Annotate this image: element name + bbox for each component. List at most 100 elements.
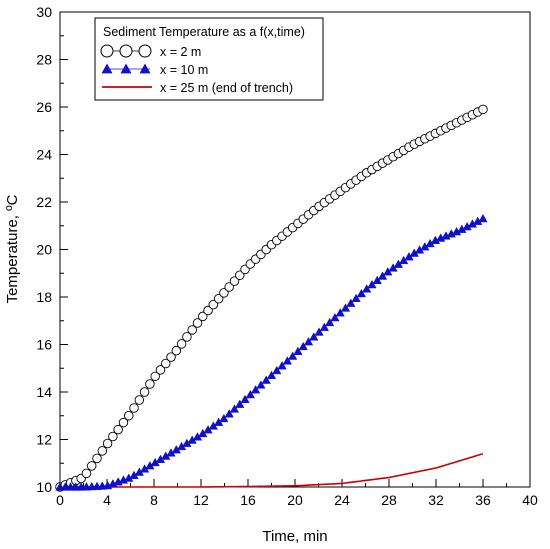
y-tick-label: 20 xyxy=(36,242,52,258)
y-tick-label: 28 xyxy=(36,52,52,68)
data-point xyxy=(346,298,356,307)
data-point xyxy=(303,336,314,346)
x-tick-label: 16 xyxy=(240,492,256,508)
data-point xyxy=(187,325,197,335)
series-x-10-m xyxy=(55,213,488,491)
legend-label: x = 2 m xyxy=(160,45,201,59)
data-point xyxy=(171,345,182,356)
x-axis-title: Time, min xyxy=(262,528,327,545)
data-point xyxy=(129,403,139,413)
data-point xyxy=(309,332,319,341)
x-tick-label: 8 xyxy=(150,492,158,508)
data-point xyxy=(266,370,277,379)
y-tick-label: 24 xyxy=(36,147,52,163)
y-axis-title: Temperature, ºC xyxy=(4,194,21,303)
data-point xyxy=(198,311,208,322)
data-point xyxy=(272,365,282,375)
series-layer xyxy=(55,104,488,492)
y-tick-label: 14 xyxy=(36,384,52,400)
data-point xyxy=(208,299,219,310)
legend: Sediment Temperature as a f(x,time) x = … xyxy=(94,17,324,101)
x-tick-label: 40 xyxy=(522,492,538,508)
data-point xyxy=(155,365,166,375)
x-tick-label: 4 xyxy=(103,492,111,508)
data-point xyxy=(145,379,155,389)
data-point xyxy=(113,424,123,435)
data-point xyxy=(293,346,303,355)
legend-marker xyxy=(100,44,114,58)
y-tick-label: 18 xyxy=(36,289,52,305)
data-point xyxy=(81,468,92,479)
legend-marker xyxy=(101,63,113,74)
y-tick-label: 10 xyxy=(36,479,52,495)
data-point xyxy=(118,417,129,428)
legend-label: x = 10 m xyxy=(160,63,208,77)
data-point xyxy=(176,339,187,349)
data-point xyxy=(362,284,372,293)
legend-marker xyxy=(139,63,151,74)
data-point xyxy=(356,288,367,298)
y-tick-label: 22 xyxy=(36,194,52,210)
data-point xyxy=(235,399,245,408)
data-point xyxy=(367,279,377,289)
data-point xyxy=(86,461,97,471)
legend-entry: x = 25 m (end of trench) xyxy=(102,81,293,95)
data-point xyxy=(288,351,298,360)
data-point xyxy=(335,308,345,317)
series-line xyxy=(60,452,484,488)
data-point xyxy=(245,389,255,399)
data-point xyxy=(192,318,203,328)
series-x-2-m xyxy=(55,104,488,492)
data-point xyxy=(377,271,388,280)
series-x-25-m-end-of-trench- xyxy=(60,452,484,488)
x-tick-label: 28 xyxy=(381,492,397,508)
data-point xyxy=(261,375,271,384)
x-tick-label: 24 xyxy=(334,492,350,508)
data-point xyxy=(97,446,108,456)
data-point xyxy=(134,395,145,405)
legend-entries: x = 2 m x = 10 m x = 25 m (end of trench) xyxy=(100,44,293,95)
legend-marker xyxy=(119,44,133,58)
y-tick-label: 30 xyxy=(36,4,52,20)
data-point xyxy=(319,322,329,331)
x-tick-label: 36 xyxy=(475,492,491,508)
data-point xyxy=(203,305,213,316)
legend-marker xyxy=(138,44,152,58)
x-tick-label: 0 xyxy=(56,492,64,508)
data-point xyxy=(351,293,361,303)
legend-entry: x = 10 m xyxy=(101,63,208,77)
data-point xyxy=(478,104,488,115)
data-point xyxy=(372,275,382,284)
legend-entry: x = 2 m xyxy=(100,44,201,59)
data-point xyxy=(166,352,176,362)
x-tick-label: 12 xyxy=(193,492,209,508)
data-point xyxy=(219,413,229,423)
data-point xyxy=(213,294,224,304)
x-tick-label: 32 xyxy=(428,492,444,508)
data-point xyxy=(229,276,240,286)
data-point xyxy=(219,288,229,298)
data-point xyxy=(298,341,308,351)
data-point xyxy=(277,361,287,370)
data-point xyxy=(256,380,266,389)
data-point xyxy=(229,404,240,413)
data-point xyxy=(235,270,245,281)
y-tick-label: 26 xyxy=(36,99,52,115)
legend-title: Sediment Temperature as a f(x,time) xyxy=(103,25,305,39)
data-point xyxy=(102,438,113,449)
x-tick-label: 20 xyxy=(287,492,303,508)
y-tick-label: 16 xyxy=(36,337,52,353)
data-point xyxy=(340,303,351,312)
data-point xyxy=(282,356,292,365)
data-point xyxy=(139,387,150,397)
data-point xyxy=(92,453,102,464)
data-point xyxy=(160,358,171,369)
data-point xyxy=(224,282,234,292)
legend-label: x = 25 m (end of trench) xyxy=(160,81,293,95)
data-point xyxy=(314,327,324,336)
data-point xyxy=(478,213,488,223)
legend-marker xyxy=(120,63,132,74)
data-point xyxy=(108,431,118,442)
data-point xyxy=(240,394,250,404)
